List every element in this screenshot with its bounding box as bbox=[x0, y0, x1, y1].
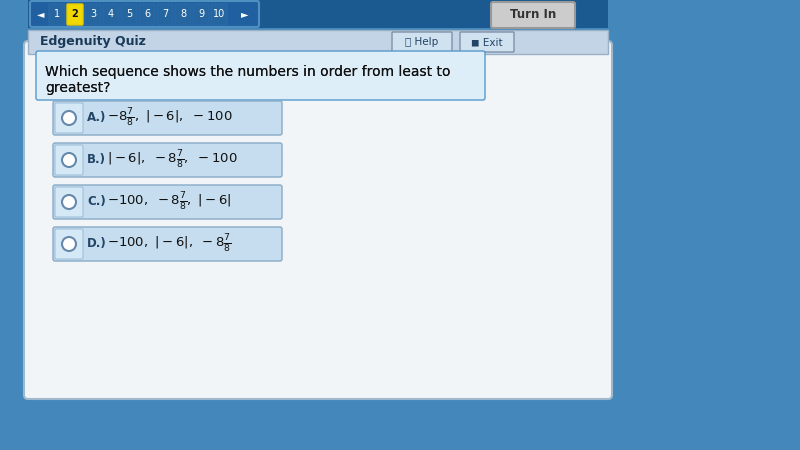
Text: 9: 9 bbox=[198, 9, 204, 19]
Text: greatest?: greatest? bbox=[45, 81, 110, 95]
Text: 7: 7 bbox=[162, 9, 168, 19]
Text: ►: ► bbox=[242, 9, 249, 19]
FancyBboxPatch shape bbox=[491, 2, 575, 28]
Text: 6: 6 bbox=[144, 9, 150, 19]
FancyBboxPatch shape bbox=[139, 4, 155, 25]
Text: 5: 5 bbox=[126, 9, 132, 19]
FancyBboxPatch shape bbox=[55, 187, 83, 217]
FancyBboxPatch shape bbox=[460, 32, 514, 52]
FancyBboxPatch shape bbox=[85, 4, 101, 25]
Text: Which sequence shows the numbers in order from least to: Which sequence shows the numbers in orde… bbox=[45, 65, 450, 79]
Text: $-100,\ |-6|,\ -8\frac{7}{8}$: $-100,\ |-6|,\ -8\frac{7}{8}$ bbox=[107, 233, 232, 255]
Circle shape bbox=[62, 195, 76, 209]
Text: 3: 3 bbox=[90, 9, 96, 19]
FancyBboxPatch shape bbox=[55, 103, 83, 133]
FancyBboxPatch shape bbox=[53, 227, 282, 261]
Text: 10: 10 bbox=[213, 9, 225, 19]
Text: 8: 8 bbox=[180, 9, 186, 19]
Text: A.): A.) bbox=[87, 112, 106, 125]
Text: 1: 1 bbox=[54, 9, 60, 19]
FancyBboxPatch shape bbox=[211, 4, 227, 25]
FancyBboxPatch shape bbox=[175, 4, 191, 25]
FancyBboxPatch shape bbox=[30, 1, 259, 27]
FancyBboxPatch shape bbox=[157, 4, 173, 25]
Text: 2: 2 bbox=[72, 9, 78, 19]
Text: C.): C.) bbox=[87, 195, 106, 208]
FancyBboxPatch shape bbox=[392, 32, 452, 52]
FancyBboxPatch shape bbox=[121, 4, 137, 25]
FancyBboxPatch shape bbox=[55, 229, 83, 259]
Text: $-100,\ -8\frac{7}{8},\ |-6|$: $-100,\ -8\frac{7}{8},\ |-6|$ bbox=[107, 191, 232, 213]
Text: B.): B.) bbox=[87, 153, 106, 166]
FancyBboxPatch shape bbox=[49, 4, 65, 25]
Text: Which sequence shows the numbers in order from least to: Which sequence shows the numbers in orde… bbox=[45, 65, 450, 79]
FancyBboxPatch shape bbox=[36, 51, 485, 100]
FancyBboxPatch shape bbox=[28, 30, 608, 54]
Text: greatest?: greatest? bbox=[45, 81, 110, 95]
Text: $-8\frac{7}{8},\ |-6|,\ -100$: $-8\frac{7}{8},\ |-6|,\ -100$ bbox=[107, 107, 233, 129]
Text: $|-6|,\ -8\frac{7}{8},\ -100$: $|-6|,\ -8\frac{7}{8},\ -100$ bbox=[107, 149, 238, 171]
Text: Turn In: Turn In bbox=[510, 9, 556, 22]
Text: ◄: ◄ bbox=[38, 9, 45, 19]
Text: 4: 4 bbox=[108, 9, 114, 19]
FancyBboxPatch shape bbox=[193, 4, 209, 25]
Text: D.): D.) bbox=[87, 238, 106, 251]
Text: Edgenuity Quiz: Edgenuity Quiz bbox=[40, 36, 146, 49]
FancyBboxPatch shape bbox=[53, 185, 282, 219]
FancyBboxPatch shape bbox=[67, 4, 83, 25]
Circle shape bbox=[62, 153, 76, 167]
FancyBboxPatch shape bbox=[53, 143, 282, 177]
FancyBboxPatch shape bbox=[103, 4, 119, 25]
FancyBboxPatch shape bbox=[24, 41, 612, 399]
FancyBboxPatch shape bbox=[55, 145, 83, 175]
Circle shape bbox=[62, 111, 76, 125]
Text: ❓ Help: ❓ Help bbox=[406, 37, 438, 47]
FancyBboxPatch shape bbox=[28, 0, 608, 28]
Circle shape bbox=[62, 237, 76, 251]
FancyBboxPatch shape bbox=[53, 101, 282, 135]
Text: ◼ Exit: ◼ Exit bbox=[471, 37, 503, 47]
